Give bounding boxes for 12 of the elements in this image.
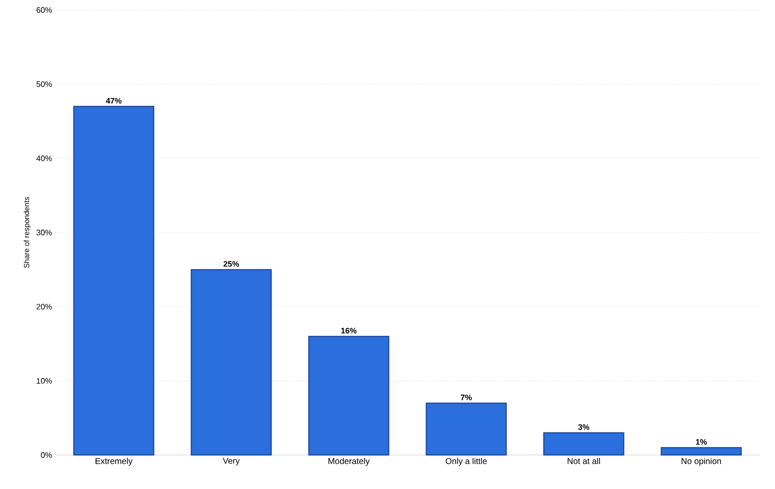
x-tick-label: Not at all: [568, 458, 600, 464]
x-tick-label: Moderately: [328, 458, 370, 466]
bar: [190, 269, 272, 456]
x-tick-label: Very: [222, 458, 240, 466]
bar: [308, 336, 390, 456]
x-tick-label: No opinion: [682, 458, 721, 466]
bar: [426, 402, 507, 456]
bar: [660, 447, 742, 456]
bar: [73, 106, 154, 456]
x-tick-label: Only a little: [446, 458, 487, 466]
bar: [543, 432, 624, 456]
x-tick-label: Extremely: [96, 458, 133, 466]
